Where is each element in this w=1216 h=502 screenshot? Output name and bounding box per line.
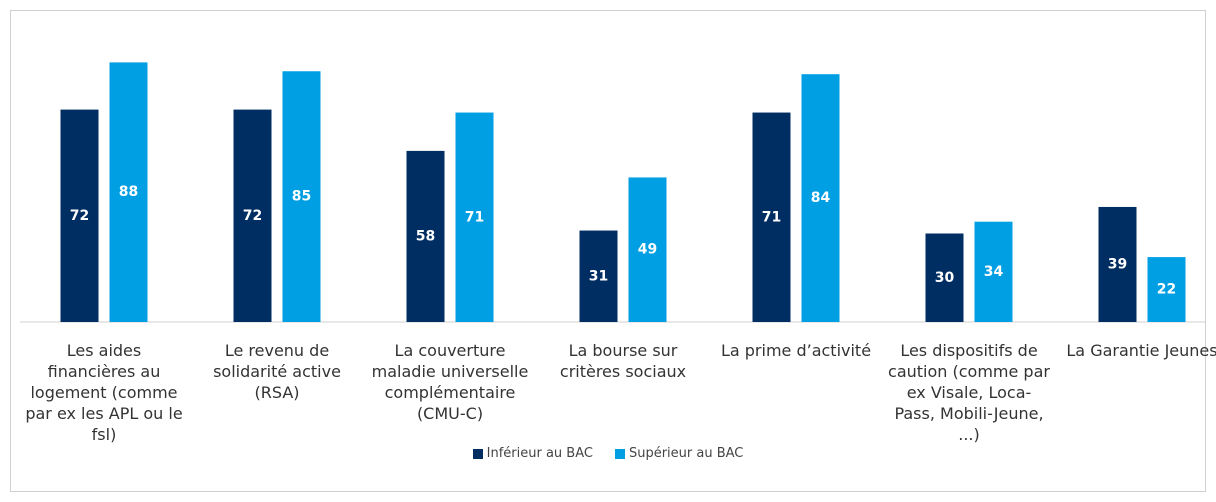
- x-tick-label: Les aides financières au logement (comme…: [25, 341, 183, 444]
- x-tick-label: La couverture maladie universelle complé…: [371, 341, 529, 423]
- value-label: 84: [811, 190, 831, 206]
- x-tick-label: La Garantie Jeunes: [1066, 341, 1216, 360]
- value-label: 85: [292, 189, 311, 205]
- value-label: 49: [638, 242, 657, 258]
- legend-swatch: [614, 448, 625, 459]
- legend-label: Supérieur au BAC: [628, 446, 744, 461]
- legend-label: Inférieur au BAC: [486, 446, 593, 461]
- bar: [1098, 206, 1137, 322]
- bar: [752, 112, 791, 322]
- bar: [801, 74, 840, 322]
- value-label: 72: [243, 208, 262, 224]
- legend-item: Supérieur au BAC: [614, 446, 744, 461]
- value-label: 58: [416, 228, 435, 244]
- bar: [282, 71, 321, 322]
- value-label: 31: [589, 268, 608, 284]
- value-label: 39: [1108, 256, 1127, 272]
- bar: [233, 109, 272, 322]
- value-label: 30: [935, 270, 955, 286]
- value-label: 72: [70, 208, 89, 224]
- bar: [974, 221, 1013, 322]
- bar: [579, 230, 618, 322]
- bar: [1147, 257, 1186, 322]
- x-tick-label: La prime d’activité: [720, 341, 872, 360]
- legend: Inférieur au BAC Supérieur au BAC: [0, 446, 1216, 461]
- bar: [628, 177, 667, 322]
- value-label: 71: [465, 209, 484, 225]
- bar: [109, 62, 148, 323]
- x-tick-label: La bourse sur critères sociaux: [559, 341, 687, 381]
- value-label: 71: [762, 209, 781, 225]
- bar: [925, 233, 964, 322]
- chart-frame: [10, 10, 1206, 492]
- bar: [406, 150, 445, 322]
- value-label: 34: [984, 264, 1004, 280]
- legend-swatch: [472, 448, 483, 459]
- x-tick-label: Les dispositifs de caution (comme par ex…: [888, 341, 1050, 444]
- value-label: 22: [1157, 282, 1176, 298]
- bar: [455, 112, 494, 322]
- legend-item: Inférieur au BAC: [472, 446, 593, 461]
- x-tick-label: Le revenu de solidarité active (RSA): [213, 341, 341, 402]
- value-label: 88: [119, 184, 138, 200]
- bar: [60, 109, 99, 322]
